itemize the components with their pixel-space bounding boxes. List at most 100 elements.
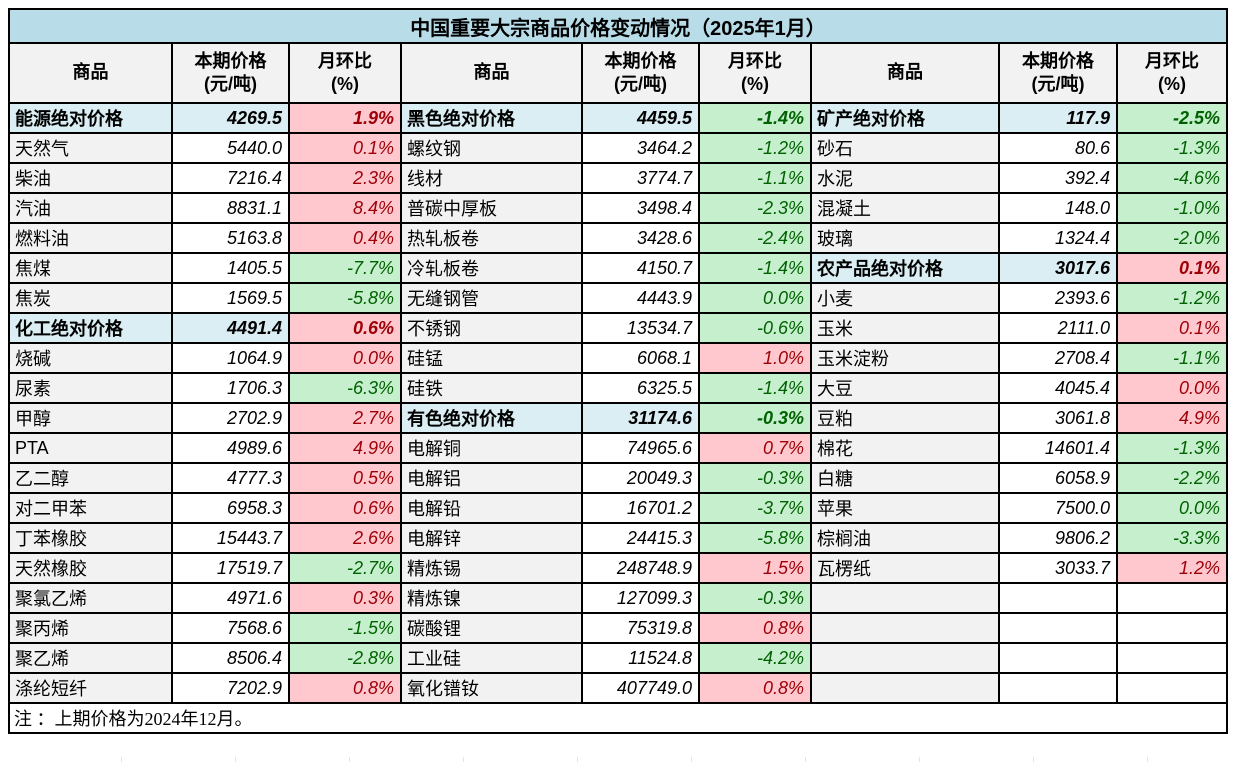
table-row: 焦炭 1569.5 -5.8% 无缝钢管 4443.9 0.0% 小麦 2393.6 -1.2% xyxy=(8,282,1228,314)
price-cell xyxy=(998,582,1118,614)
price-cell xyxy=(998,642,1118,674)
commodity-cell: 能源绝对价格 xyxy=(8,102,173,134)
commodity-cell: 丁苯橡胶 xyxy=(8,522,173,554)
price-cell: 7202.9 xyxy=(171,672,290,704)
price-cell: 1324.4 xyxy=(998,222,1118,254)
commodity-cell: 涤纶短纤 xyxy=(8,672,173,704)
price-cell: 74965.6 xyxy=(581,432,700,464)
price-cell: 15443.7 xyxy=(171,522,290,554)
table-row: PTA 4989.6 4.9% 电解铜 74965.6 0.7% 棉花 14601.4 -1.3… xyxy=(8,432,1228,464)
table-row: 天然橡胶 17519.7 -2.7% 精炼锡 248748.9 1.5% 瓦楞纸 3033.7… xyxy=(8,552,1228,584)
commodity-cell: 不锈钢 xyxy=(400,312,583,344)
pct-change-cell: -1.5% xyxy=(288,612,402,644)
price-cell xyxy=(998,612,1118,644)
price-cell xyxy=(998,672,1118,704)
price-cell: 407749.0 xyxy=(581,672,700,704)
commodity-cell: 甲醇 xyxy=(8,402,173,434)
commodity-cell: 电解铝 xyxy=(400,462,583,494)
pct-change-cell: 0.8% xyxy=(698,672,812,704)
price-cell: 5440.0 xyxy=(171,132,290,164)
price-cell: 14601.4 xyxy=(998,432,1118,464)
commodity-cell: 天然橡胶 xyxy=(8,552,173,584)
pct-change-cell: -1.3% xyxy=(1116,432,1228,464)
pct-change-cell: -3.7% xyxy=(698,492,812,524)
commodity-cell: 烧碱 xyxy=(8,342,173,374)
commodity-cell: 砂石 xyxy=(810,132,1000,164)
pct-change-cell: -2.0% xyxy=(1116,222,1228,254)
pct-change-cell: 0.6% xyxy=(288,492,402,524)
pct-change-cell: -0.6% xyxy=(698,312,812,344)
commodity-cell xyxy=(810,672,1000,704)
col-header-pct-2: 月环比 (%) xyxy=(698,42,812,104)
commodity-cell: 玉米 xyxy=(810,312,1000,344)
commodity-cell: 天然气 xyxy=(8,132,173,164)
pct-change-cell: 0.7% xyxy=(698,432,812,464)
commodity-cell: 大豆 xyxy=(810,372,1000,404)
pct-change-cell: -6.3% xyxy=(288,372,402,404)
price-cell: 4269.5 xyxy=(171,102,290,134)
pct-change-cell: 0.0% xyxy=(1116,492,1228,524)
commodity-cell: 电解铜 xyxy=(400,432,583,464)
price-cell: 1706.3 xyxy=(171,372,290,404)
pct-change-cell: -5.8% xyxy=(698,522,812,554)
commodity-cell: 普碳中厚板 xyxy=(400,192,583,224)
pct-change-cell: -1.2% xyxy=(1116,282,1228,314)
pct-change-cell: 0.0% xyxy=(698,282,812,314)
price-cell: 117.9 xyxy=(998,102,1118,134)
commodity-cell: PTA xyxy=(8,432,173,464)
pct-change-cell: 0.1% xyxy=(1116,252,1228,284)
price-cell: 80.6 xyxy=(998,132,1118,164)
table-row: 能源绝对价格 4269.5 1.9% 黑色绝对价格 4459.5 -1.4% 矿产绝对价格 1… xyxy=(8,102,1228,134)
price-cell: 8506.4 xyxy=(171,642,290,674)
commodity-price-table: 中国重要大宗商品价格变动情况（2025年1月） 商品 本期价格 (元/吨) 月环比… xyxy=(8,8,1228,734)
commodity-cell: 小麦 xyxy=(810,282,1000,314)
pct-change-cell: -0.3% xyxy=(698,582,812,614)
commodity-cell xyxy=(810,582,1000,614)
price-cell: 7216.4 xyxy=(171,162,290,194)
commodity-cell: 氧化镨钕 xyxy=(400,672,583,704)
pct-change-cell: -2.2% xyxy=(1116,462,1228,494)
table-row: 聚氯乙烯 4971.6 0.3% 精炼镍 127099.3 -0.3% xyxy=(8,582,1228,614)
price-cell: 7568.6 xyxy=(171,612,290,644)
pct-change-cell: -4.6% xyxy=(1116,162,1228,194)
table-row: 燃料油 5163.8 0.4% 热轧板卷 3428.6 -2.4% 玻璃 1324.4 -2.0… xyxy=(8,222,1228,254)
commodity-cell: 精炼锡 xyxy=(400,552,583,584)
pct-change-cell: -2.5% xyxy=(1116,102,1228,134)
col-header-commodity-1: 商品 xyxy=(8,42,173,104)
commodity-cell: 焦煤 xyxy=(8,252,173,284)
commodity-cell: 工业硅 xyxy=(400,642,583,674)
price-cell: 127099.3 xyxy=(581,582,700,614)
price-cell: 2111.0 xyxy=(998,312,1118,344)
table-row: 尿素 1706.3 -6.3% 硅铁 6325.5 -1.4% 大豆 4045.4 0.0% xyxy=(8,372,1228,404)
commodity-cell xyxy=(810,612,1000,644)
col-header-commodity-2: 商品 xyxy=(400,42,583,104)
pct-change-cell: 1.0% xyxy=(698,342,812,374)
price-cell: 9806.2 xyxy=(998,522,1118,554)
col-header-pct-1: 月环比 (%) xyxy=(288,42,402,104)
col-header-price-1: 本期价格 (元/吨) xyxy=(171,42,290,104)
price-cell: 4443.9 xyxy=(581,282,700,314)
commodity-cell: 聚丙烯 xyxy=(8,612,173,644)
pct-change-cell xyxy=(1116,612,1228,644)
table-row: 丁苯橡胶 15443.7 2.6% 电解锌 24415.3 -5.8% 棕榈油 9806.2-… xyxy=(8,522,1228,554)
commodity-cell: 水泥 xyxy=(810,162,1000,194)
price-cell: 7500.0 xyxy=(998,492,1118,524)
commodity-cell: 硅铁 xyxy=(400,372,583,404)
commodity-cell: 棕榈油 xyxy=(810,522,1000,554)
commodity-cell: 聚乙烯 xyxy=(8,642,173,674)
table-body: 能源绝对价格 4269.5 1.9% 黑色绝对价格 4459.5 -1.4% 矿产绝对价格 1… xyxy=(8,102,1228,704)
pct-change-cell xyxy=(1116,582,1228,614)
price-cell: 1569.5 xyxy=(171,282,290,314)
price-cell: 75319.8 xyxy=(581,612,700,644)
pct-change-cell: -2.4% xyxy=(698,222,812,254)
commodity-cell: 线材 xyxy=(400,162,583,194)
commodity-cell: 黑色绝对价格 xyxy=(400,102,583,134)
page-title: 中国重要大宗商品价格变动情况（2025年1月） xyxy=(8,8,1228,44)
commodity-cell xyxy=(810,642,1000,674)
price-cell: 13534.7 xyxy=(581,312,700,344)
pct-change-cell: 4.9% xyxy=(1116,402,1228,434)
price-cell: 6058.9 xyxy=(998,462,1118,494)
price-cell: 17519.7 xyxy=(171,552,290,584)
price-cell: 3498.4 xyxy=(581,192,700,224)
col-header-commodity-3: 商品 xyxy=(810,42,1000,104)
